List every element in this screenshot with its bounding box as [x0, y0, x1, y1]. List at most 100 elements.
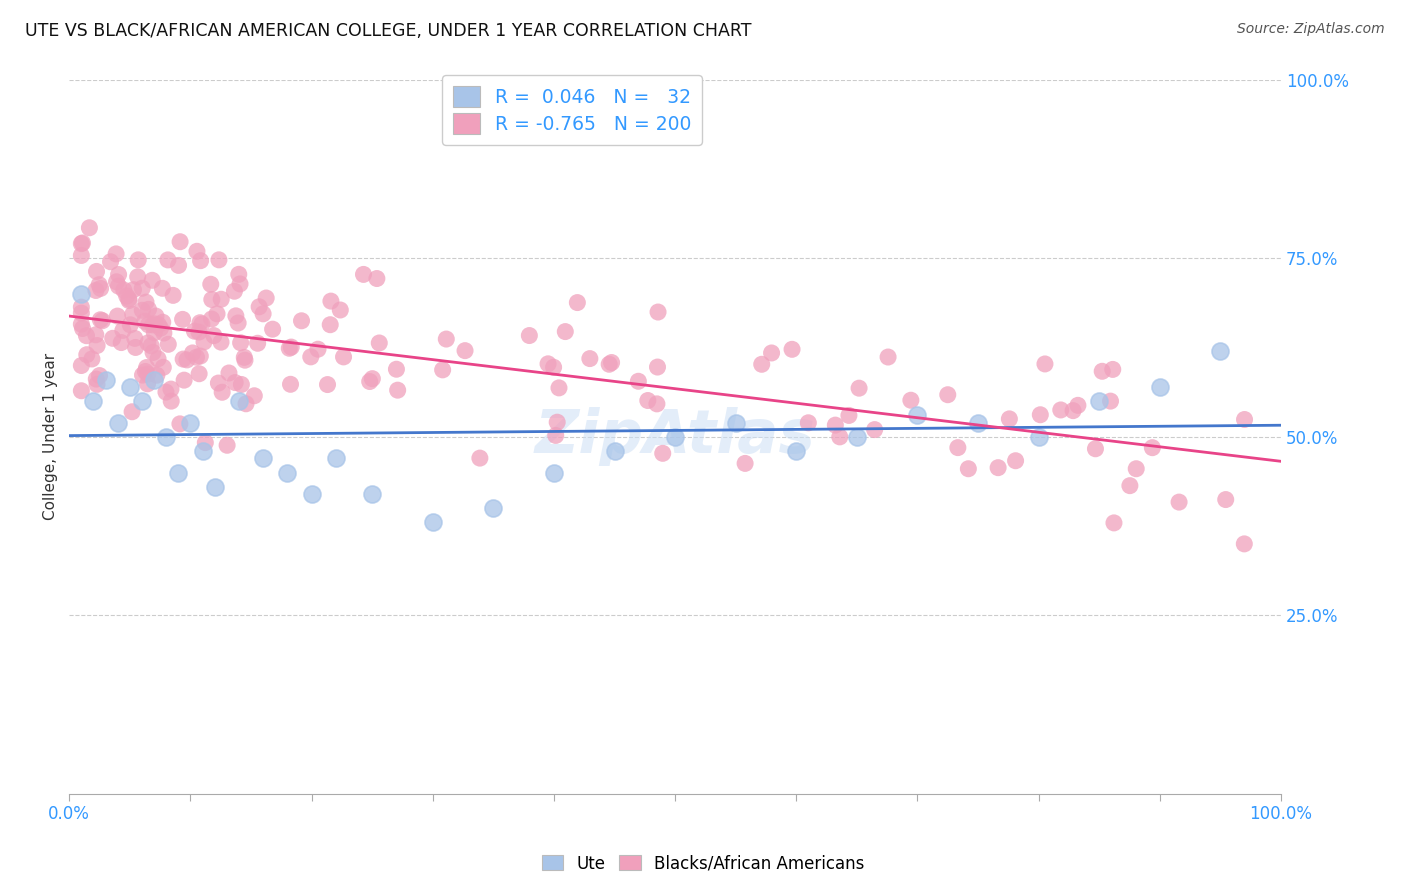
Point [70, 317, 93, 331]
Point [567, 295, 589, 310]
Point [111, 323, 134, 337]
Point [141, 339, 163, 353]
Point [366, 271, 388, 285]
Point [155, 430, 177, 444]
Point [228, 394, 250, 409]
Point [603, 444, 626, 458]
Point [156, 252, 179, 267]
Point [127, 252, 149, 267]
Point [361, 372, 384, 386]
Point [79, 220, 101, 235]
Point [218, 366, 240, 380]
Point [254, 291, 277, 305]
Legend: R =  0.046   N =   32, R = -0.765   N = 200: R = 0.046 N = 32, R = -0.765 N = 200 [441, 75, 702, 145]
Point [134, 314, 156, 328]
Point [80, 351, 103, 366]
Point [70, 248, 93, 262]
Point [149, 321, 172, 335]
Point [734, 457, 756, 471]
Point [325, 451, 347, 466]
Point [134, 364, 156, 378]
Point [70, 359, 93, 373]
Point [233, 351, 256, 365]
Point [1028, 430, 1050, 444]
Point [84, 372, 107, 386]
Point [252, 451, 274, 466]
Point [824, 418, 846, 433]
Point [172, 312, 194, 326]
Point [188, 367, 211, 381]
Point [1215, 492, 1237, 507]
Point [387, 383, 409, 397]
Point [194, 435, 217, 450]
Point [1029, 408, 1052, 422]
Point [135, 360, 157, 375]
Text: ZipAtlas: ZipAtlas [534, 408, 815, 467]
Point [329, 303, 352, 318]
Point [797, 416, 820, 430]
Point [247, 300, 270, 314]
Point [235, 397, 257, 411]
Point [1049, 403, 1071, 417]
Point [201, 293, 224, 307]
Point [233, 353, 256, 368]
Point [76, 348, 98, 362]
Point [1209, 344, 1232, 359]
Point [600, 355, 623, 369]
Point [359, 375, 381, 389]
Point [84, 327, 107, 342]
Point [155, 385, 177, 400]
Point [848, 381, 870, 395]
Point [785, 444, 807, 458]
Point [131, 394, 153, 409]
Point [1149, 380, 1171, 394]
Point [148, 318, 170, 332]
Point [70, 384, 93, 398]
Point [167, 466, 190, 480]
Point [544, 428, 567, 442]
Point [142, 345, 165, 359]
Point [143, 373, 166, 387]
Point [100, 254, 122, 268]
Point [107, 279, 129, 293]
Point [647, 305, 669, 319]
Point [112, 283, 135, 297]
Point [546, 415, 568, 429]
Point [131, 281, 153, 295]
Point [122, 283, 145, 297]
Point [136, 367, 159, 381]
Point [167, 259, 190, 273]
Point [316, 377, 339, 392]
Point [146, 368, 169, 383]
Point [84, 284, 107, 298]
Point [361, 487, 384, 501]
Point [89, 368, 111, 383]
Point [191, 444, 214, 458]
Point [138, 302, 160, 317]
Point [1119, 478, 1142, 492]
Point [627, 374, 650, 388]
Point [1067, 398, 1090, 412]
Point [1233, 537, 1256, 551]
Point [145, 309, 167, 323]
Point [319, 294, 342, 309]
Point [1091, 364, 1114, 378]
Point [89, 277, 111, 292]
Point [172, 352, 194, 367]
Point [664, 430, 686, 444]
Point [91, 314, 114, 328]
Point [224, 284, 246, 298]
Point [299, 350, 322, 364]
Point [86, 377, 108, 392]
Point [422, 516, 444, 530]
Point [537, 357, 560, 371]
Point [1125, 461, 1147, 475]
Point [780, 343, 803, 357]
Point [229, 277, 252, 291]
Point [152, 315, 174, 329]
Point [70, 300, 93, 314]
Point [519, 328, 541, 343]
Point [141, 273, 163, 287]
Point [115, 289, 138, 303]
Point [1142, 441, 1164, 455]
